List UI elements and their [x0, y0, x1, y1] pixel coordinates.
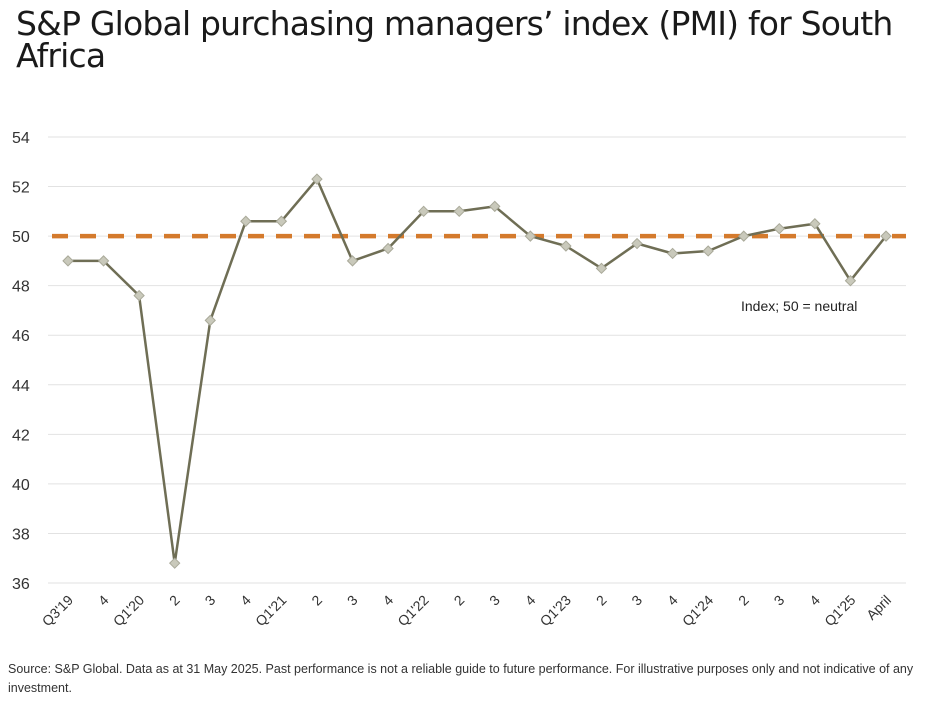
x-tick-label: 4 — [522, 592, 539, 609]
reference-annotation: Index; 50 = neutral — [741, 298, 857, 314]
x-tick-label: 2 — [735, 592, 752, 609]
x-tick-label: Q1'22 — [394, 592, 432, 630]
x-tick-label: 4 — [806, 592, 823, 609]
y-tick-label: 48 — [12, 279, 30, 296]
x-tick-label: Q1'25 — [821, 592, 859, 630]
y-tick-label: 42 — [12, 427, 30, 444]
x-tick-label: 3 — [486, 592, 503, 609]
data-point-marker — [204, 314, 216, 327]
x-tick-label: 3 — [628, 592, 645, 609]
y-axis-ticks: 36 38 40 42 44 46 48 50 52 54 — [12, 130, 30, 593]
data-point-marker — [311, 173, 323, 185]
chart-title: S&P Global purchasing managers’ index (P… — [16, 4, 893, 75]
x-tick-label: 4 — [237, 592, 254, 609]
data-point-marker — [346, 255, 359, 267]
data-point-marker — [97, 255, 110, 267]
data-point-marker — [382, 242, 394, 255]
data-point-marker — [560, 240, 572, 252]
data-point-marker — [275, 215, 288, 227]
data-point-marker — [844, 275, 857, 287]
x-tick-label: 3 — [771, 592, 788, 609]
x-axis-ticks: Q3'19 4Q1'20 2 3 4Q1'21 2 3 4Q1'22 2 3 4Q1'23 2 3 4Q1… — [39, 592, 894, 630]
y-tick-label: 44 — [12, 378, 30, 395]
data-point-marker — [880, 230, 892, 242]
data-point-marker — [809, 218, 821, 230]
pmi-markers — [62, 173, 892, 569]
data-point-marker — [595, 262, 608, 275]
x-tick-label: 2 — [451, 592, 468, 609]
data-point-marker — [738, 230, 750, 242]
gridlines — [48, 136, 906, 584]
x-tick-label: Q1'20 — [110, 592, 148, 630]
source-note: Source: S&P Global. Data as at 31 May 20… — [8, 662, 914, 695]
x-tick-label: 4 — [664, 592, 681, 609]
x-tick-label: 2 — [166, 592, 183, 609]
y-tick-label: 52 — [12, 180, 30, 197]
x-tick-label: 3 — [344, 592, 361, 609]
y-tick-label: 50 — [12, 229, 30, 246]
data-point-marker — [666, 247, 679, 260]
x-tick-label: Q1'21 — [252, 592, 290, 630]
x-tick-label: 3 — [202, 592, 219, 609]
x-tick-label: Q1'23 — [537, 592, 575, 630]
x-tick-label: Q1'24 — [679, 592, 717, 630]
data-point-marker — [773, 222, 786, 235]
data-point-marker — [489, 200, 501, 213]
y-tick-label: 36 — [12, 576, 30, 593]
x-tick-label: Q3'19 — [39, 592, 77, 630]
data-point-marker — [524, 230, 537, 242]
y-tick-label: 46 — [12, 328, 30, 345]
data-point-marker — [240, 215, 252, 227]
x-tick-label: 4 — [379, 592, 396, 609]
x-tick-label: 4 — [95, 592, 112, 609]
data-point-marker — [702, 245, 714, 257]
x-tick-label: April — [863, 592, 894, 623]
data-point-marker — [417, 205, 430, 218]
x-tick-label: 2 — [593, 592, 610, 609]
pmi-series-line — [68, 177, 887, 565]
data-point-marker — [453, 205, 465, 218]
data-point-marker — [168, 557, 181, 569]
data-point-marker — [133, 289, 145, 302]
data-point-marker — [62, 255, 74, 267]
y-tick-label: 54 — [12, 130, 30, 147]
data-point-marker — [631, 237, 643, 250]
y-tick-label: 38 — [12, 526, 30, 543]
x-tick-label: 2 — [308, 592, 325, 609]
y-tick-label: 40 — [12, 477, 30, 494]
